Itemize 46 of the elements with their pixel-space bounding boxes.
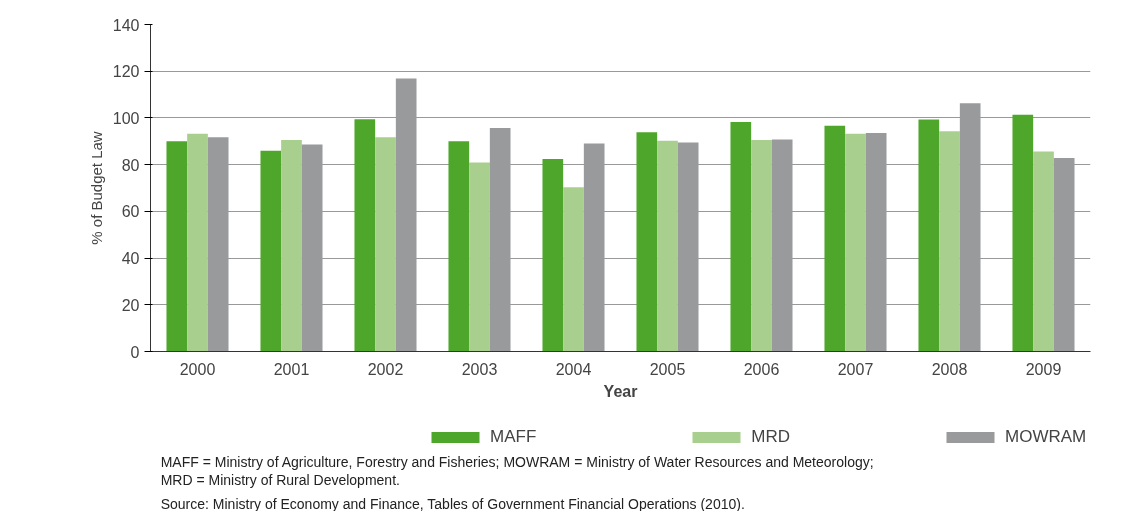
y-tick-label: 60 (121, 203, 140, 221)
x-tick-label: 2004 (555, 360, 592, 378)
y-tick-label: 80 (121, 156, 140, 174)
bar (542, 159, 564, 352)
y-axis-title: % of Budget Law (87, 131, 105, 245)
bar (939, 131, 960, 352)
x-tick-label: 2000 (179, 360, 216, 378)
bar (751, 139, 772, 352)
text: MAFF = Ministry of Agriculture, Forestry and Fisheries; MOWRAM = Ministry of Water Resources and Meteorology; (160, 453, 874, 470)
bar (281, 140, 302, 352)
source-note: Source: Ministry of Economy and Finance, Tables of Government Financial Operations (2010). (160, 495, 745, 512)
bar (260, 150, 282, 352)
y-tick-label: 40 (121, 250, 140, 268)
y-tick-label: 100 (112, 109, 140, 127)
x-axis-title: Year (603, 382, 638, 400)
bar (1012, 114, 1034, 352)
x-tick-label: 2007 (837, 360, 874, 378)
bar (563, 187, 584, 352)
y-tick-label: 120 (112, 63, 140, 81)
x-tick-label: 2005 (649, 360, 686, 378)
y-tick-label: 140 (112, 16, 140, 34)
legend-label: MAFF (490, 427, 537, 447)
bar (918, 119, 940, 352)
bar (636, 132, 658, 352)
bar (375, 137, 396, 352)
bar (845, 133, 866, 352)
legend-label: MOWRAM (1005, 427, 1087, 447)
y-tick-label: 0 (130, 343, 140, 361)
x-tick-label: 2008 (931, 360, 968, 378)
bar (730, 121, 752, 352)
x-tick-label: 2001 (273, 360, 310, 378)
x-tick-label: 2002 (367, 360, 404, 378)
bar (824, 125, 846, 352)
bar (166, 141, 188, 352)
x-tick-label: 2009 (1025, 360, 1062, 378)
bar (469, 162, 490, 352)
bar (187, 133, 208, 352)
legend-label: MRD (751, 427, 790, 447)
x-tick-label: 2003 (461, 360, 498, 378)
text: MRD = Ministry of Rural Development. (160, 471, 400, 488)
x-tick-label: 2006 (743, 360, 780, 378)
bar (448, 141, 470, 352)
bar (354, 119, 376, 352)
y-tick-label: 20 (121, 296, 140, 314)
bar (1033, 151, 1054, 352)
bar (657, 140, 678, 352)
